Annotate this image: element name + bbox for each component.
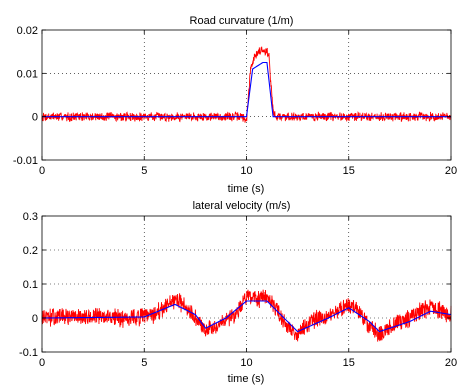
y-tick-label: -0.01: [13, 155, 38, 167]
x-tick-label: 5: [141, 357, 147, 369]
y-tick-label: 0.01: [17, 68, 38, 80]
x-tick-label: 15: [343, 357, 355, 369]
x-tick-label: 5: [141, 165, 147, 177]
series-line-1: [42, 61, 451, 118]
x-tick-label: 15: [343, 165, 355, 177]
y-tick-label: 0: [32, 313, 38, 325]
x-axis-label: time (s): [228, 373, 265, 385]
x-tick-label: 20: [445, 165, 457, 177]
subplot-lateral-velocity: lateral velocity (m/s) 0 5 10 15 20-0.100.10…: [19, 200, 457, 385]
y-tick-label: 0: [32, 112, 38, 124]
y-tick-label: -0.1: [19, 347, 38, 359]
subplot-road-curvature: Road curvature (1/m) 0 5 10 15 20-0.0100.010…: [13, 15, 457, 195]
chart-title: Road curvature (1/m): [190, 15, 294, 27]
x-tick-label: 10: [240, 357, 252, 369]
series-line-0: [41, 289, 452, 342]
y-tick-label: 0.1: [23, 279, 38, 291]
x-axis-label: time (s): [228, 183, 265, 195]
x-tick-label: 20: [445, 357, 457, 369]
x-tick-label: 10: [240, 165, 252, 177]
series-line-1: [41, 300, 452, 333]
y-tick-label: 0.02: [17, 25, 38, 37]
y-tick-label: 0.3: [23, 211, 38, 223]
x-tick-label: 0: [39, 357, 45, 369]
y-tick-label: 0.2: [23, 245, 38, 257]
chart-title: lateral velocity (m/s): [193, 200, 291, 212]
x-tick-label: 0: [39, 165, 45, 177]
